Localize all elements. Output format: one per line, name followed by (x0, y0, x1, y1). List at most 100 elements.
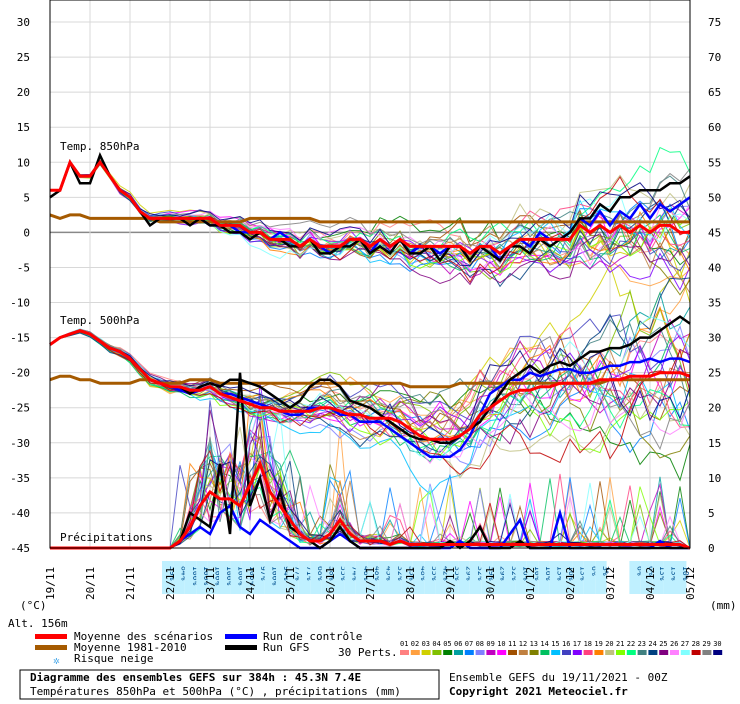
x-tick: 25/11 (284, 567, 297, 600)
y-tick-left: -40 (10, 507, 30, 520)
perturbation-swatch (702, 650, 712, 655)
y-tick-right: 20 (708, 402, 721, 415)
snow-risk-label: 84% (179, 566, 188, 581)
snow-risk-label: 68% (316, 566, 325, 581)
snow-risk-label: 10% (681, 566, 690, 581)
snow-risk-label: 10% (533, 566, 542, 581)
snow-risk-cell (173, 561, 185, 594)
y-tick-left: -15 (10, 332, 30, 345)
y-tick-left: 5 (23, 191, 30, 204)
perturbation-swatch (475, 650, 485, 655)
x-tick: 02/12 (564, 567, 577, 600)
snow-risk-label: 97% (259, 566, 268, 581)
snow-risk-label: 74% (350, 566, 359, 581)
perturbation-id: 05 (443, 640, 451, 648)
perturbation-id: 16 (562, 640, 570, 648)
snow-risk-label: 39% (487, 566, 496, 581)
perturbation-swatch (464, 650, 474, 655)
legend-mean-swatch (35, 634, 67, 639)
perturbation-id: 07 (465, 640, 473, 648)
perturbation-swatch (529, 650, 539, 655)
legend-clim-label: Moyenne 1981-2010 (74, 641, 187, 654)
snow-risk-cell (663, 561, 675, 594)
snow-risk-cell (264, 561, 276, 594)
perturbation-id: 11 (508, 640, 516, 648)
perturbation-swatch (497, 650, 507, 655)
perturbation-id: 22 (627, 640, 635, 648)
snow-risk-cell (583, 561, 596, 594)
x-tick: 05/12 (684, 567, 697, 600)
perturbation-swatch (540, 650, 550, 655)
perturbation-id: 18 (584, 640, 592, 648)
snow-risk-cell (515, 561, 527, 594)
altitude-label: Alt. 156m (8, 617, 68, 630)
legend-snow-label: Risque neige (74, 652, 153, 665)
snow-risk-cell (287, 561, 299, 594)
perturbation-id: 08 (476, 640, 484, 648)
perturbation-swatch (562, 650, 571, 655)
perturbations-count: 30 Perts. (338, 646, 398, 659)
perturbation-id: 09 (486, 640, 494, 648)
snow-risk-cell (492, 561, 504, 594)
y-tick-left: -35 (10, 472, 30, 485)
perturbation-swatch (508, 650, 517, 655)
x-tick: 21/11 (124, 567, 137, 600)
snow-risk-label: 39% (168, 566, 177, 581)
snow-risk-cell (367, 561, 379, 594)
snow-risk-label: 6% (647, 566, 656, 576)
perturbation-swatch (572, 650, 582, 655)
snow-risk-label: 55% (430, 566, 439, 581)
snow-risk-cell (321, 561, 333, 594)
perturbation-id: 28 (692, 640, 700, 648)
perturbation-swatch (605, 650, 615, 655)
snow-risk-label: 45% (385, 566, 394, 581)
y-tick-right: 40 (708, 261, 721, 274)
y-tick-right: 60 (708, 121, 721, 134)
legend-mean-label: Moyenne des scénarios (74, 630, 213, 643)
snow-risk-label: 100% (214, 566, 223, 585)
perturbation-swatch (659, 650, 669, 655)
snow-risk-cell (184, 561, 197, 594)
snow-risk-cell (412, 561, 425, 594)
snow-risk-cell (538, 561, 550, 594)
perturbation-id: 24 (648, 640, 656, 648)
y-tick-left: -25 (10, 402, 30, 415)
perturbation-id: 17 (573, 640, 581, 648)
perturbation-legend: 01 02 03 04 05 06 07 08 09 10 11 12 13 14 15 16 17 18 19 20… (400, 640, 723, 655)
perturbation-swatch (421, 650, 431, 655)
perturbation-line-850 (49, 159, 691, 265)
perturbation-swatch (626, 650, 636, 655)
y-tick-left: 30 (17, 16, 30, 29)
series-line-t850 (50, 159, 690, 256)
perturbation-id: 06 (454, 640, 462, 648)
perturbation-swatch (616, 650, 625, 655)
legend-control-label: Run de contrôle (263, 630, 362, 643)
x-tick: 04/12 (644, 567, 657, 600)
snow-risk-label: 58% (328, 566, 337, 581)
snow-risk-cell (675, 561, 687, 594)
perturbation-swatch (454, 650, 463, 655)
x-tick: 22/11 (164, 567, 177, 600)
snow-risk-label: 3% (601, 566, 610, 576)
perturbation-line-500 (49, 331, 691, 458)
snow-risk-label: 6% (590, 566, 599, 576)
snow-risk-cell (378, 561, 390, 594)
y-tick-right: 25 (708, 367, 721, 380)
perturbation-id: 02 (411, 640, 419, 648)
snow-risk-label: 13% (658, 566, 667, 581)
x-tick: 28/11 (404, 567, 417, 600)
y-tick-right: 65 (708, 86, 721, 99)
perturbation-swatch (432, 650, 442, 655)
snow-risk-cell (207, 561, 219, 594)
snow-risk-label: 100% (236, 566, 245, 585)
snow-risk-label: 48% (362, 566, 371, 581)
perturbation-swatch (486, 650, 496, 655)
snow-risk-label: 48% (419, 566, 428, 581)
y-tick-right: 10 (708, 472, 721, 485)
snow-risk-label: 100% (202, 566, 211, 585)
snow-risk-label: 71% (305, 566, 314, 581)
snow-risk-cell (595, 561, 607, 594)
x-tick: 03/12 (604, 567, 617, 600)
snow-risk-cell (310, 561, 322, 594)
